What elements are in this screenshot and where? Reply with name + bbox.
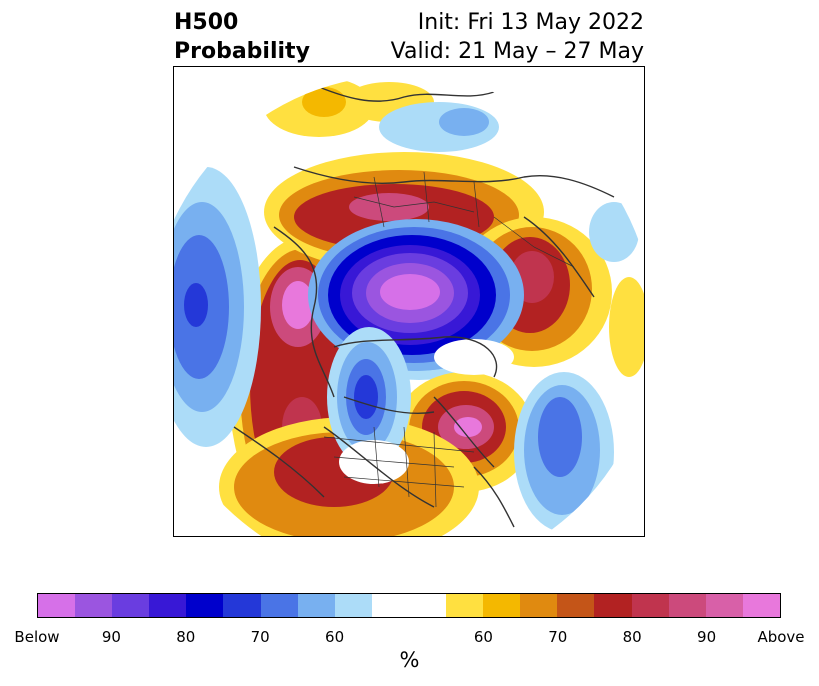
below-mediterranean <box>379 102 499 152</box>
title-left: H500 Probability <box>174 8 310 66</box>
colorbar-segment <box>260 594 298 617</box>
title-product: Probability <box>174 39 310 64</box>
colorbar-tick-label: 90 <box>697 628 717 646</box>
colorbar-tick-label: 60 <box>325 628 345 646</box>
colorbar-segment <box>38 594 76 617</box>
coastlines <box>233 86 615 528</box>
polar-map-svg <box>174 77 644 536</box>
title-right: Init: Fri 13 May 2022 Valid: 21 May – 27… <box>391 8 644 66</box>
colorbar-tick-label: 60 <box>473 628 493 646</box>
colorbar-label: % <box>399 648 420 672</box>
colorbar-segment <box>594 594 632 617</box>
colorbar-segment <box>631 594 669 617</box>
colorbar-tick-label: 90 <box>101 628 121 646</box>
below-canada <box>327 327 411 467</box>
colorbar-segment <box>483 594 521 617</box>
colorbar-segment <box>371 594 409 617</box>
colorbar-tick-label: 70 <box>548 628 568 646</box>
colorbar-tick-label: 70 <box>250 628 270 646</box>
below-atlantic <box>514 372 614 532</box>
probability-map <box>173 66 645 537</box>
colorbar-segment <box>408 594 447 617</box>
title-init-date: Init: Fri 13 May 2022 <box>417 10 644 35</box>
colorbar-segment <box>705 594 743 617</box>
colorbar-segment <box>557 594 595 617</box>
colorbar-segment <box>742 594 780 617</box>
below-pacific <box>174 167 261 447</box>
below-east-asia <box>589 202 639 262</box>
colorbar-segment <box>75 594 113 617</box>
white-gap-east <box>434 339 514 375</box>
colorbar-segment <box>520 594 558 617</box>
colorbar-segment <box>186 594 224 617</box>
colorbar <box>37 593 781 618</box>
colorbar-tick-label: 80 <box>176 628 196 646</box>
title-variable: H500 <box>174 10 239 35</box>
colorbar-tick-label: Below <box>14 628 60 646</box>
colorbar-tick-label: 80 <box>622 628 642 646</box>
colorbar-segment <box>668 594 706 617</box>
colorbar-segment <box>446 594 484 617</box>
colorbar-tick-label: Above <box>757 628 805 646</box>
colorbar-segment <box>297 594 335 617</box>
colorbar-segment <box>223 594 261 617</box>
colorbar-segment <box>112 594 150 617</box>
polar-low-core <box>308 219 524 371</box>
title-valid-range: Valid: 21 May – 27 May <box>390 39 644 64</box>
above-south-asia <box>609 277 644 377</box>
colorbar-segment <box>334 594 372 617</box>
borders <box>323 171 575 508</box>
colorbar-segment <box>149 594 187 617</box>
